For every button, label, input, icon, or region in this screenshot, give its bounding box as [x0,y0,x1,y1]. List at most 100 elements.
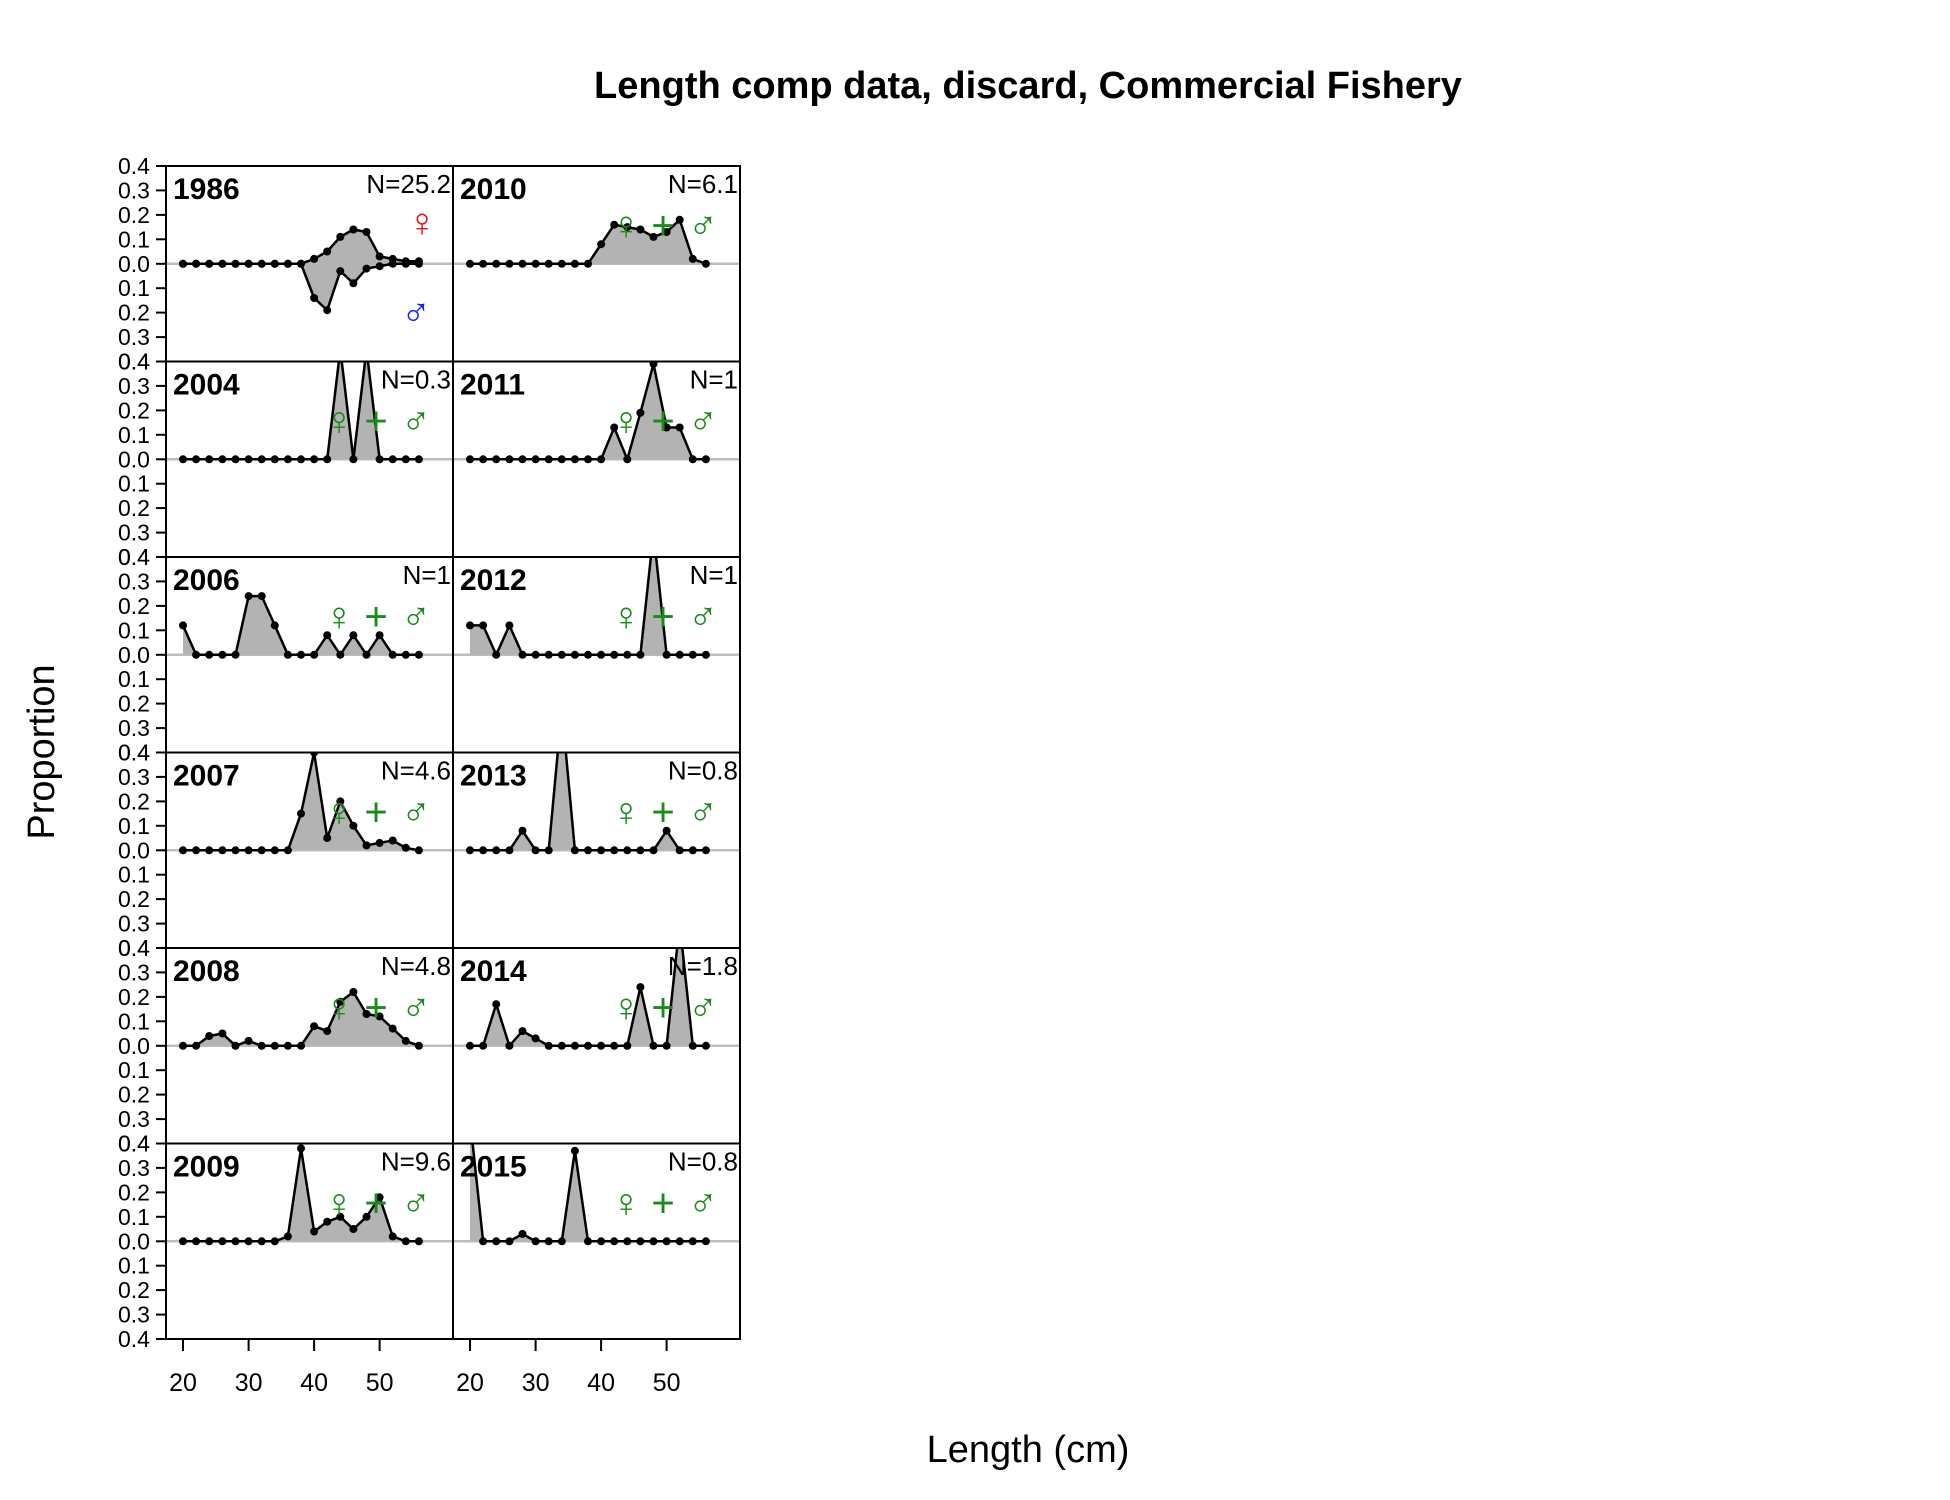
combined-point [283,1232,292,1241]
combined-point [479,455,488,464]
combined-point [544,846,553,855]
panel-n-label: N=4.6 [381,756,451,786]
y-tick-label: 0.4 [118,349,150,375]
combined-point [675,650,684,659]
female-point [310,254,319,263]
combined-area [470,557,706,655]
combined-point [544,455,553,464]
panel-n-label: N=1.8 [668,951,738,981]
y-tick-label: 0.1 [118,813,150,839]
y-tick-label: 0.2 [118,1277,150,1303]
combined-point [688,1041,697,1050]
panel-year-label: 2008 [173,955,240,988]
combined-point [466,1115,474,1123]
combined-point [257,592,266,601]
combined-point [701,650,710,659]
y-tick-label: 0.3 [118,568,150,594]
combined-point [257,1041,266,1050]
panel-year-label: 1986 [173,173,240,206]
panel-year-label: 2009 [173,1151,240,1184]
combined-point [466,1041,474,1050]
y-tick-label: 0.1 [118,226,150,252]
combined-point [557,455,566,464]
y-axis: 0.40.30.20.10.00.10.20.30.40.40.30.20.10… [118,153,166,1352]
combined-point [244,455,253,464]
combined-point [179,455,187,464]
female-symbol: ♀ [611,400,641,444]
panel-2015: 2015 N=0.8 ♀ + ♂ [452,1115,741,1340]
y-tick-label: 0.2 [118,495,150,521]
x-tick-label: 30 [522,1369,550,1397]
combined-symbol: + [651,986,674,1030]
male-point [336,267,345,276]
combined-point [401,455,410,464]
combined-point [231,846,240,855]
combined-point [610,1237,619,1246]
combined-point [676,920,684,928]
combined-point [531,1237,540,1246]
combined-area [183,752,419,851]
combined-point [649,846,658,855]
female-point [336,232,345,241]
y-tick-label: 0.0 [118,1033,150,1059]
combined-point [388,650,397,659]
combined-point [518,650,527,659]
y-tick-label: 0.4 [118,1131,150,1157]
combined-point [257,1237,266,1246]
combined-symbol: + [364,400,387,444]
x-tick-label: 20 [169,1369,197,1397]
combined-point [544,259,553,268]
combined-point [597,650,606,659]
male-point [323,306,332,315]
female-point [349,225,358,234]
male-symbol: ♂ [688,595,718,639]
y-tick-label: 0.2 [118,300,150,326]
combined-point [570,1041,579,1050]
y-tick-label: 0.4 [118,153,150,179]
combined-point [518,826,527,835]
panel-n-label: N=1 [403,560,451,590]
panel-2012: 2012 N=1 ♀ + ♂ [452,529,741,754]
y-tick-label: 0.4 [118,1326,150,1352]
female-symbol: ♀ [611,791,641,835]
y-tick-label: 0.2 [118,1082,150,1108]
combined-point [179,1237,187,1246]
y-tick-label: 0.3 [118,177,150,203]
combined-point [414,455,423,464]
combined-area [183,361,419,460]
male-point [283,259,292,268]
male-point [270,259,279,268]
combined-point [192,846,201,855]
combined-point [283,846,292,855]
combined-point [205,1237,214,1246]
combined-point [675,423,684,432]
combined-point [257,846,266,855]
combined-point [531,846,540,855]
combined-point [584,1041,592,1050]
combined-point [349,988,358,996]
y-tick-label: 0.3 [118,1106,150,1132]
combined-point [310,650,319,659]
combined-point [479,259,488,268]
combined-point [636,225,645,234]
combined-point [570,455,579,464]
y-tick-label: 0.4 [118,740,150,766]
combined-point [662,650,671,659]
y-tick-label: 0.4 [118,935,150,961]
male-point [231,259,240,268]
male-point [179,259,187,268]
combined-point [650,529,658,537]
combined-point [179,1041,187,1050]
panel-grid: 1986 N=25.2♀♂2004 N=0.3♀ + ♂2006 N=1♀ + ♂2007 N=… [165,165,741,1340]
combined-point [218,455,227,464]
combined-point [636,983,645,992]
x-axis: 20 30 40 50 20 30 40 50 [169,1339,681,1397]
combined-point [557,1041,566,1050]
combined-point [205,455,214,464]
combined-point [349,455,358,464]
combined-point [701,846,710,855]
combined-point [336,797,345,806]
combined-symbol: + [651,1182,674,1226]
female-symbol: ♀ [611,1182,641,1226]
male-area [183,263,419,311]
